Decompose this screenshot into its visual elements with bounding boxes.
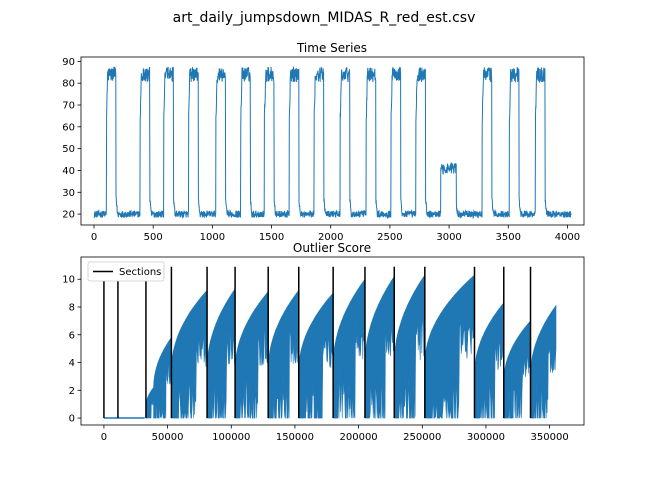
sections-legend: Sections — [87, 261, 165, 282]
outlier-score-ytick-label: 6 — [69, 330, 75, 341]
time-series-xtick-label: 1000 — [200, 232, 225, 243]
outlier-score-title: Outlier Score — [293, 241, 371, 255]
outlier-score-band — [153, 336, 172, 419]
time-series-frame — [80, 56, 585, 226]
legend-sections-label: Sections — [119, 267, 161, 278]
time-series-xtick-label: 1500 — [259, 232, 284, 243]
outlier-score-band — [206, 287, 236, 419]
time-series-xtick-label: 3000 — [436, 232, 461, 243]
time-series-ytick-label: 40 — [62, 166, 75, 177]
outlier-score-xtick-label: 250000 — [403, 432, 441, 443]
outlier-score-band — [171, 289, 208, 419]
time-series-line — [93, 66, 572, 220]
outlier-score-ytick-label: 8 — [69, 302, 75, 313]
outlier-score-xtick-label: 200000 — [340, 432, 378, 443]
time-series-ticks: 0 500 1000 1500 2000 2500 3000 3500 4000 20 30 40 50… — [62, 57, 580, 243]
time-series-ytick-label: 70 — [62, 101, 75, 112]
outlier-score-xtick-label: 0 — [101, 432, 107, 443]
time-series-xtick-label: 0 — [91, 232, 97, 243]
outlier-score-axes: Outlier Score 0 50000 100000 150000 200000 25… — [62, 241, 585, 443]
outlier-score-band — [424, 274, 475, 419]
outlier-score-band — [474, 301, 505, 420]
time-series-xtick-label: 500 — [144, 232, 163, 243]
outlier-score-band — [503, 320, 531, 419]
outlier-score-band — [298, 292, 334, 419]
time-series-axes: Time Series 0 500 1000 1500 2000 2500 3000 3500… — [62, 41, 585, 243]
figure-suptitle: art_daily_jumpsdown_MIDAS_R_red_est.csv — [173, 10, 476, 26]
time-series-xtick-label: 4000 — [555, 232, 580, 243]
outlier-score-band — [530, 304, 557, 419]
outlier-score-ytick-label: 2 — [69, 386, 75, 397]
outlier-score-ticks: 0 50000 100000 150000 200000 250000 300000 3500… — [62, 275, 568, 443]
outlier-score-xtick-label: 100000 — [212, 432, 250, 443]
outlier-score-ytick-label: 4 — [69, 358, 75, 369]
time-series-xtick-label: 3500 — [496, 232, 521, 243]
time-series-ytick-label: 80 — [62, 79, 75, 90]
outlier-score-ytick-label: 10 — [62, 275, 75, 286]
time-series-ytick-label: 90 — [62, 57, 75, 68]
outlier-score-ytick-label: 0 — [69, 414, 75, 425]
time-series-xtick-label: 2500 — [377, 232, 402, 243]
outlier-score-xtick-label: 150000 — [276, 432, 314, 443]
time-series-ytick-label: 50 — [62, 144, 75, 155]
time-series-ytick-label: 60 — [62, 122, 75, 133]
outlier-score-plot-area — [103, 266, 557, 420]
time-series-xtick-label: 2000 — [318, 232, 343, 243]
outlier-score-band — [145, 387, 154, 419]
outlier-score-band — [364, 275, 395, 419]
outlier-score-band — [393, 273, 426, 419]
time-series-title: Time Series — [296, 41, 367, 55]
outlier-score-xtick-label: 350000 — [531, 432, 569, 443]
outlier-score-band — [332, 278, 366, 419]
outlier-score-frame — [80, 256, 585, 426]
outlier-score-band — [234, 290, 269, 419]
time-series-plot-area — [93, 66, 572, 220]
outlier-score-xtick-label: 50000 — [152, 432, 184, 443]
outlier-score-band — [267, 289, 300, 419]
time-series-ytick-label: 20 — [62, 210, 75, 221]
legend-box — [87, 261, 165, 282]
outlier-score-xtick-label: 300000 — [467, 432, 505, 443]
time-series-ytick-label: 30 — [62, 188, 75, 199]
